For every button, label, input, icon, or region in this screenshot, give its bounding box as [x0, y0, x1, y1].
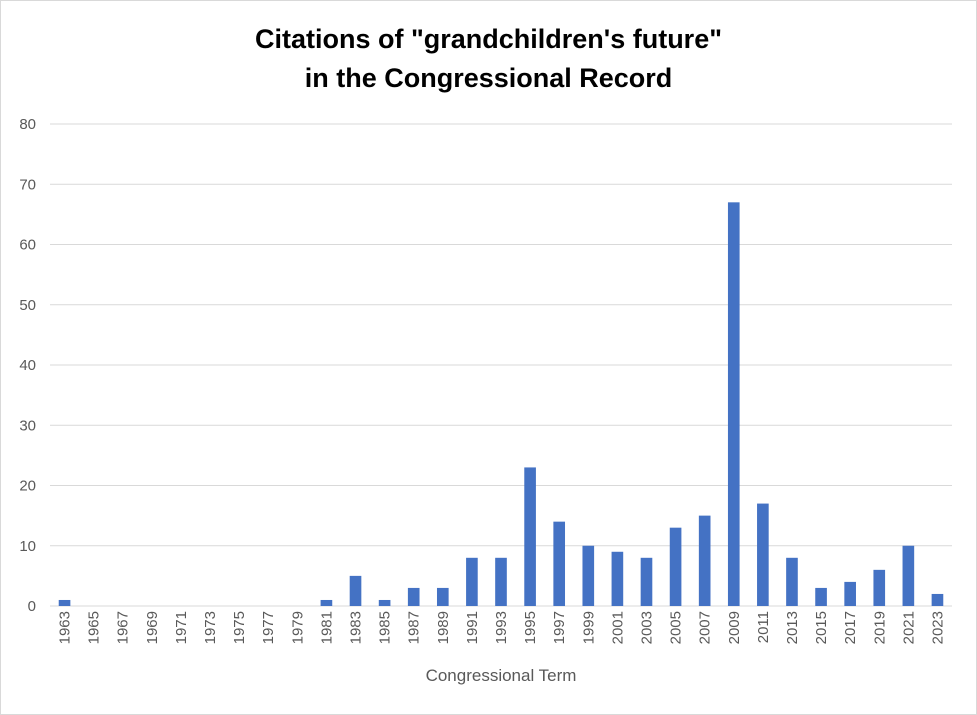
- x-tick-label: 2003: [638, 611, 655, 644]
- bar-2019: [873, 569, 886, 606]
- bars: [58, 202, 944, 606]
- x-tick-label: 1993: [493, 611, 510, 644]
- x-tick-label: 2017: [842, 611, 859, 644]
- x-tick-label: 2023: [929, 611, 946, 644]
- x-tick-label: 1979: [289, 611, 306, 644]
- bar-2009: [727, 202, 740, 606]
- y-tick-label: 80: [19, 116, 36, 133]
- x-tick-label: 2009: [726, 611, 743, 644]
- bar-2021: [902, 545, 915, 606]
- x-axis-title: Congressional Term: [426, 666, 577, 685]
- chart-title-line-1: Citations of "grandchildren's future": [254, 24, 723, 54]
- bar-2005: [669, 527, 682, 606]
- bar-1999: [582, 545, 595, 606]
- x-tick-label: 1977: [260, 611, 277, 644]
- x-tick-label: 2013: [784, 611, 801, 644]
- bar-2015: [815, 587, 827, 606]
- gridlines: [50, 123, 952, 607]
- bar-2023: [931, 593, 944, 606]
- x-tick-label: 1971: [173, 611, 190, 644]
- x-tick-label: 1985: [377, 611, 394, 644]
- y-tick-label: 60: [19, 237, 36, 254]
- x-tick-label: 2019: [871, 611, 888, 644]
- x-tick-label: 1995: [522, 611, 539, 644]
- x-tick-label: 2005: [668, 611, 685, 644]
- bar-2001: [611, 551, 624, 606]
- bar-1983: [349, 575, 362, 606]
- x-tick-label: 2015: [813, 611, 830, 644]
- y-tick-label: 0: [28, 598, 36, 615]
- y-tick-label: 50: [19, 297, 36, 314]
- x-tick-label: 2011: [755, 611, 772, 643]
- x-tick-label: 1975: [231, 611, 248, 644]
- x-tick-label: 2001: [609, 611, 626, 644]
- bar-1995: [524, 467, 536, 606]
- x-tick-label: 1983: [348, 611, 365, 644]
- y-tick-label: 10: [19, 538, 36, 555]
- bar-1963: [58, 599, 71, 606]
- x-tick-label: 2007: [697, 611, 714, 644]
- x-tick-label: 2021: [900, 611, 917, 644]
- bar-1989: [436, 587, 449, 606]
- x-tick-label: 1965: [86, 611, 103, 644]
- x-tick-label: 1991: [464, 611, 481, 644]
- bar-1991: [466, 557, 478, 606]
- bar-1997: [553, 521, 566, 606]
- x-tick-label: 1981: [318, 611, 335, 644]
- bar-1987: [407, 587, 420, 606]
- x-tick-label: 1999: [580, 611, 597, 644]
- chart-title-line-2: in the Congressional Record: [304, 63, 673, 93]
- y-tick-label: 30: [19, 417, 36, 434]
- x-tick-label: 1987: [406, 611, 423, 644]
- x-tick-label: 1967: [115, 611, 132, 644]
- x-tick-label: 1973: [202, 611, 219, 644]
- bar-2017: [844, 581, 856, 606]
- x-tick-label: 1997: [551, 611, 568, 644]
- x-tick-label: 1963: [57, 611, 74, 644]
- x-axis-ticks: 1963 1965 1967 1969 1971 1973 1975 1977 1979 1981…: [57, 611, 947, 644]
- bar-2007: [698, 515, 711, 606]
- y-tick-label: 40: [19, 357, 36, 374]
- x-tick-label: 1969: [144, 611, 161, 644]
- bar-2011: [757, 503, 769, 606]
- bar-2003: [640, 557, 653, 606]
- x-tick-label: 1989: [435, 611, 452, 644]
- bar-1985: [378, 599, 391, 606]
- chart-title: Citations of "grandchildren's future" in…: [0, 20, 977, 98]
- bar-1993: [495, 557, 507, 606]
- bar-2013: [786, 557, 798, 606]
- y-tick-label: 70: [19, 176, 36, 193]
- y-tick-label: 20: [19, 478, 36, 495]
- bar-1981: [320, 599, 333, 606]
- y-axis-ticks: 0 10 20 30 40 50 60 70 80: [19, 116, 36, 615]
